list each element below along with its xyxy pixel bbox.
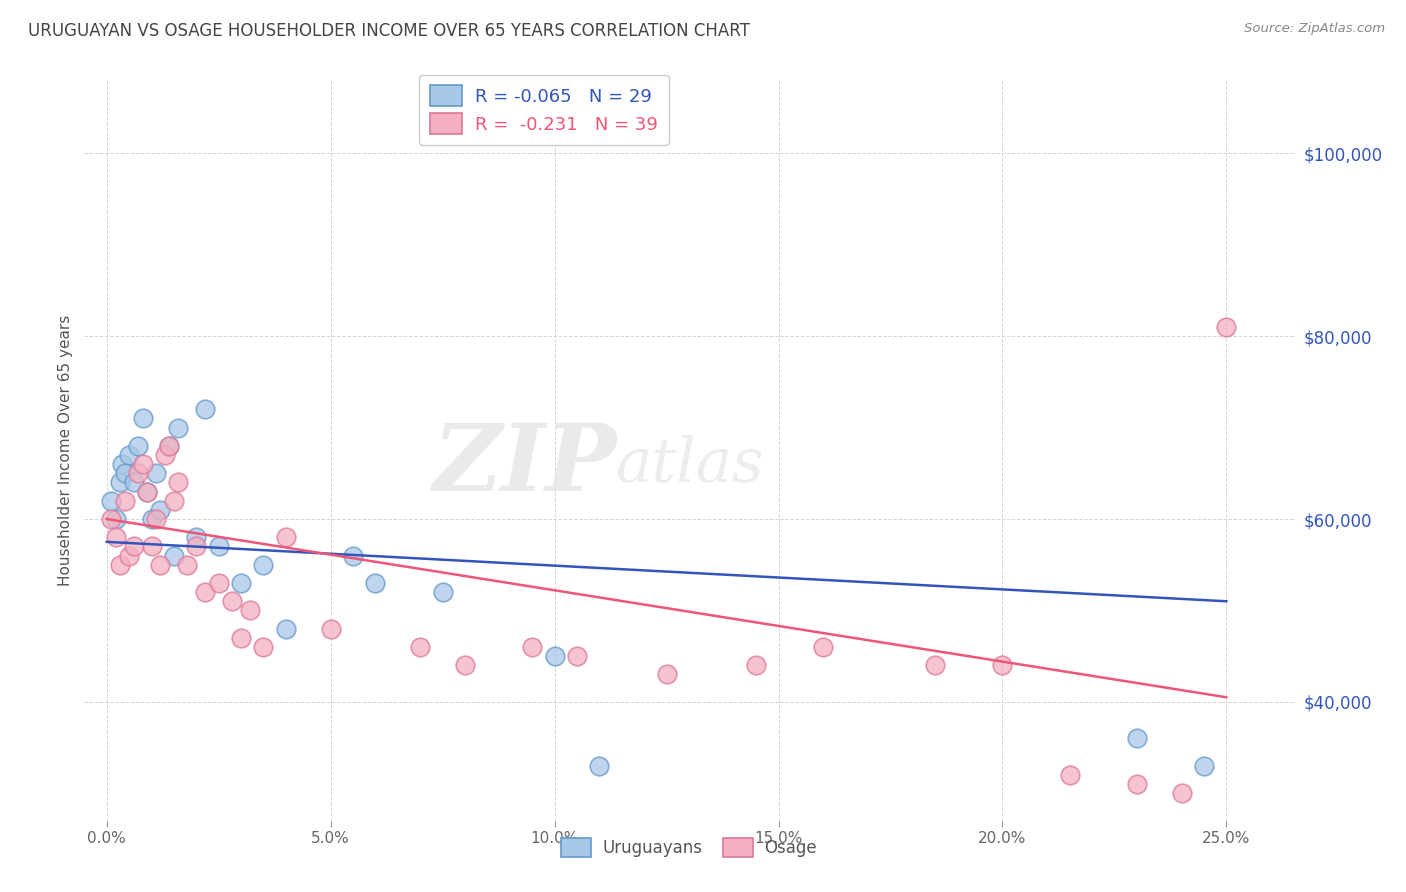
- Point: [1059, 768, 1081, 782]
- Point: [208, 540, 231, 554]
- Point: [100, 512, 122, 526]
- Point: [114, 493, 136, 508]
- Point: [1170, 786, 1192, 800]
- Point: [229, 576, 252, 591]
- Point: [194, 585, 217, 599]
- Point: [127, 467, 149, 481]
- Point: [409, 640, 432, 654]
- Text: atlas: atlas: [616, 435, 765, 495]
- Point: [131, 411, 153, 425]
- Point: [813, 640, 835, 654]
- Point: [221, 594, 243, 608]
- Point: [111, 457, 134, 471]
- Point: [239, 603, 262, 617]
- Point: [127, 439, 149, 453]
- Text: ZIP: ZIP: [432, 420, 616, 510]
- Point: [565, 649, 588, 664]
- Point: [229, 631, 252, 645]
- Point: [153, 448, 176, 462]
- Point: [186, 530, 208, 544]
- Point: [319, 622, 342, 636]
- Point: [274, 622, 297, 636]
- Point: [104, 530, 127, 544]
- Point: [1215, 320, 1237, 334]
- Point: [118, 549, 141, 563]
- Point: [588, 759, 610, 773]
- Point: [342, 549, 364, 563]
- Point: [108, 475, 131, 490]
- Legend: Uruguayans, Osage: Uruguayans, Osage: [554, 831, 824, 864]
- Point: [924, 658, 946, 673]
- Point: [159, 439, 181, 453]
- Point: [108, 558, 131, 572]
- Point: [194, 402, 217, 417]
- Point: [543, 649, 565, 664]
- Point: [104, 512, 127, 526]
- Point: [131, 457, 153, 471]
- Point: [136, 484, 159, 499]
- Point: [522, 640, 544, 654]
- Point: [163, 493, 186, 508]
- Point: [145, 512, 167, 526]
- Point: [1192, 759, 1215, 773]
- Point: [252, 640, 274, 654]
- Point: [454, 658, 477, 673]
- Point: [100, 493, 122, 508]
- Point: [364, 576, 387, 591]
- Point: [149, 558, 172, 572]
- Point: [118, 448, 141, 462]
- Y-axis label: Householder Income Over 65 years: Householder Income Over 65 years: [58, 315, 73, 586]
- Point: [149, 503, 172, 517]
- Point: [991, 658, 1014, 673]
- Point: [186, 540, 208, 554]
- Point: [141, 540, 163, 554]
- Point: [136, 484, 159, 499]
- Point: [1126, 777, 1149, 791]
- Point: [159, 439, 181, 453]
- Point: [114, 467, 136, 481]
- Point: [122, 540, 145, 554]
- Point: [122, 475, 145, 490]
- Point: [167, 475, 190, 490]
- Point: [745, 658, 768, 673]
- Point: [167, 420, 190, 434]
- Point: [176, 558, 198, 572]
- Point: [141, 512, 163, 526]
- Point: [163, 549, 186, 563]
- Point: [1126, 731, 1149, 746]
- Text: URUGUAYAN VS OSAGE HOUSEHOLDER INCOME OVER 65 YEARS CORRELATION CHART: URUGUAYAN VS OSAGE HOUSEHOLDER INCOME OV…: [28, 22, 749, 40]
- Point: [274, 530, 297, 544]
- Point: [432, 585, 454, 599]
- Point: [252, 558, 274, 572]
- Point: [145, 467, 167, 481]
- Point: [655, 667, 678, 681]
- Text: Source: ZipAtlas.com: Source: ZipAtlas.com: [1244, 22, 1385, 36]
- Point: [208, 576, 231, 591]
